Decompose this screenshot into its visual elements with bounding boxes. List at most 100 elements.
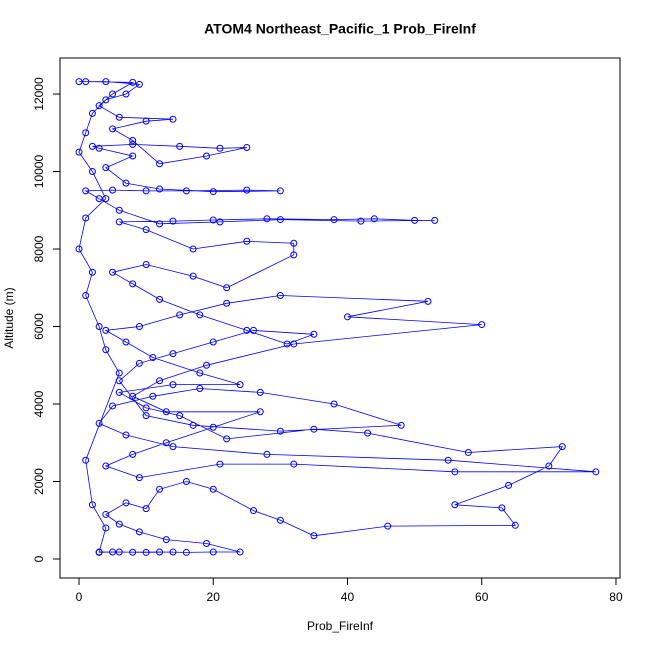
point (189, 272, 197, 280)
point (464, 448, 472, 456)
point (102, 164, 110, 172)
point (290, 239, 298, 247)
point (511, 521, 519, 529)
point (243, 237, 251, 245)
point (256, 408, 264, 416)
point (182, 478, 190, 486)
point (88, 142, 96, 150)
point (256, 388, 264, 396)
point (135, 528, 143, 536)
point (88, 268, 96, 276)
point (176, 311, 184, 319)
point (424, 297, 432, 305)
point (203, 361, 211, 369)
point (82, 456, 90, 464)
point (129, 392, 137, 400)
point (162, 439, 170, 447)
y-tick-label: 0 (32, 555, 46, 562)
point (129, 152, 137, 160)
point (122, 90, 130, 98)
point (82, 214, 90, 222)
point (162, 408, 170, 416)
x-tick-label: 60 (475, 590, 489, 604)
point (478, 321, 486, 329)
point (82, 187, 90, 195)
point (209, 216, 217, 224)
point (156, 220, 164, 228)
point (109, 125, 117, 133)
point (169, 350, 177, 358)
x-tick-label: 0 (76, 590, 83, 604)
point (75, 78, 83, 86)
point (109, 402, 117, 410)
point (95, 144, 103, 152)
point (176, 142, 184, 150)
point (498, 504, 506, 512)
point (397, 421, 405, 429)
point (216, 218, 224, 226)
point (310, 330, 318, 338)
point (290, 340, 298, 348)
point (216, 144, 224, 152)
point (142, 548, 150, 556)
point (203, 540, 211, 548)
point (451, 501, 459, 509)
point (88, 109, 96, 117)
point (115, 377, 123, 385)
point (109, 268, 117, 276)
point (142, 187, 150, 195)
plot-box (59, 57, 621, 579)
point (169, 217, 177, 225)
point (176, 412, 184, 420)
point (330, 216, 338, 224)
point (135, 323, 143, 331)
point (182, 187, 190, 195)
point (149, 392, 157, 400)
point (209, 548, 217, 556)
point (505, 481, 513, 489)
point (223, 284, 231, 292)
y-axis-title: Altitude (m) (2, 287, 16, 348)
point (444, 456, 452, 464)
point (115, 369, 123, 377)
point (283, 340, 291, 348)
point (370, 215, 378, 223)
point (330, 400, 338, 408)
point (122, 179, 130, 187)
point (102, 96, 110, 104)
point (162, 536, 170, 544)
point (156, 185, 164, 193)
point (250, 326, 258, 334)
chart-title: ATOM4 Northeast_Pacific_1 Prob_FireInf (204, 21, 476, 37)
y-tick-label: 2000 (32, 468, 46, 495)
point (75, 245, 83, 253)
x-axis-title: Prob_FireInf (307, 619, 374, 633)
point (156, 295, 164, 303)
point (290, 251, 298, 259)
point (135, 359, 143, 367)
point (290, 460, 298, 468)
point (364, 429, 372, 437)
point (82, 292, 90, 300)
point (102, 462, 110, 470)
point (102, 524, 110, 532)
point (142, 226, 150, 234)
point (156, 160, 164, 168)
point (411, 216, 419, 224)
point (135, 80, 143, 88)
point (142, 261, 150, 269)
point (129, 137, 137, 145)
point (169, 443, 177, 451)
point (343, 313, 351, 321)
point (558, 443, 566, 451)
point (95, 102, 103, 110)
point (142, 505, 150, 513)
point (236, 381, 244, 389)
point (384, 522, 392, 530)
point (129, 450, 137, 458)
point (142, 404, 150, 412)
point (88, 501, 96, 509)
point (115, 218, 123, 226)
